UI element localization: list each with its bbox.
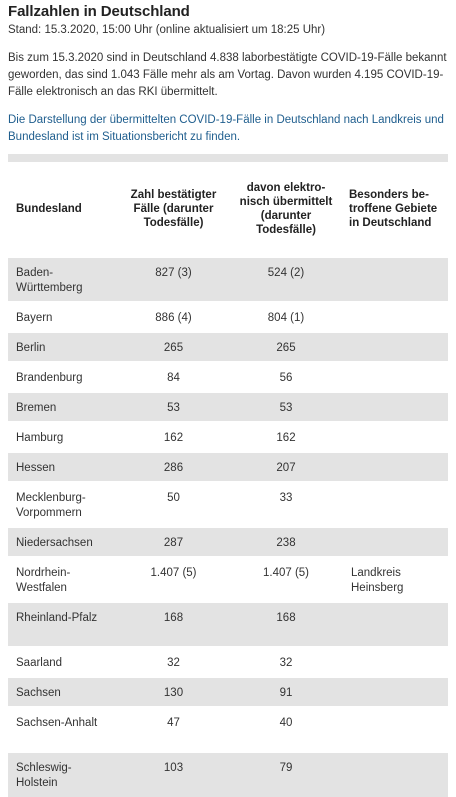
cell-zahl: 47 xyxy=(116,706,231,752)
table-row: Berlin 265 265 xyxy=(8,331,448,362)
cell-bundesland: Sachsen xyxy=(8,676,116,707)
cell-zahl: 168 xyxy=(116,601,231,647)
header-gebiete: Besonders be­troffene Gebiete in Deutsch… xyxy=(341,162,448,257)
cell-elektronisch: 162 xyxy=(231,421,341,452)
cell-zahl: 32 xyxy=(116,646,231,677)
cell-bundesland: Mecklenburg-Vorpommern xyxy=(8,481,116,527)
table-row: Sachsen 130 91 xyxy=(8,676,448,707)
table-row: Hessen 286 207 xyxy=(8,451,448,482)
fallzahlen-table: Bundesland Zahl bestätigter Fälle (darun… xyxy=(8,162,448,797)
cell-zahl: 130 xyxy=(116,676,231,707)
cell-bundesland: Saarland xyxy=(8,646,116,677)
cell-elektronisch: 168 xyxy=(231,601,341,647)
table-row: Schleswig-Holstein 103 79 xyxy=(8,751,448,797)
table-top-divider xyxy=(8,154,448,162)
cell-bundesland: Baden-Württemberg xyxy=(8,256,116,302)
cell-gebiete xyxy=(341,391,448,422)
cell-gebiete xyxy=(341,676,448,707)
table-row: Niedersachsen 287 238 xyxy=(8,526,448,557)
table-row: Hamburg 162 162 xyxy=(8,421,448,452)
cell-gebiete xyxy=(341,646,448,677)
situationsbericht-link[interactable]: Die Darstellung der übermittelten COVID-… xyxy=(8,114,444,143)
cell-zahl: 162 xyxy=(116,421,231,452)
header-elektronisch: davon elektro­nisch über­mittelt (darunt… xyxy=(231,162,341,257)
cell-elektronisch: 524 (2) xyxy=(231,256,341,302)
cell-zahl: 84 xyxy=(116,361,231,392)
cell-elektronisch: 79 xyxy=(231,751,341,797)
cell-elektronisch: 53 xyxy=(231,391,341,422)
cell-gebiete xyxy=(341,361,448,392)
cell-bundesland: Hamburg xyxy=(8,421,116,452)
cell-elektronisch: 238 xyxy=(231,526,341,557)
cell-zahl: 265 xyxy=(116,331,231,362)
cell-bundesland: Hessen xyxy=(8,451,116,482)
cell-bundesland: Bayern xyxy=(8,301,116,332)
cell-gebiete xyxy=(341,421,448,452)
cell-elektronisch: 91 xyxy=(231,676,341,707)
cell-zahl: 286 xyxy=(116,451,231,482)
cell-elektronisch: 265 xyxy=(231,331,341,362)
table-row: Bremen 53 53 xyxy=(8,391,448,422)
cell-zahl: 1.407 (5) xyxy=(116,556,231,602)
table-row: Saarland 32 32 xyxy=(8,646,448,677)
page-title: Fallzahlen in Deutschland xyxy=(8,3,190,20)
cell-zahl: 886 (4) xyxy=(116,301,231,332)
cell-elektronisch: 32 xyxy=(231,646,341,677)
cell-bundesland: Schleswig-Holstein xyxy=(8,751,116,797)
cell-gebiete xyxy=(341,451,448,482)
table-row: Sachsen-Anhalt 47 40 xyxy=(8,706,448,752)
cell-elektronisch: 1.407 (5) xyxy=(231,556,341,602)
cell-bundesland: Rheinland-Pfalz xyxy=(8,601,116,647)
cell-gebiete xyxy=(341,301,448,332)
cell-elektronisch: 207 xyxy=(231,451,341,482)
cell-zahl: 50 xyxy=(116,481,231,527)
cell-bundesland: Niedersachsen xyxy=(8,526,116,557)
cell-elektronisch: 40 xyxy=(231,706,341,752)
cell-gebiete: Landkreis Heinsberg xyxy=(341,556,448,602)
cell-bundesland: Sachsen-Anhalt xyxy=(8,706,116,752)
cell-zahl: 287 xyxy=(116,526,231,557)
cell-gebiete xyxy=(341,526,448,557)
table-row: Brandenburg 84 56 xyxy=(8,361,448,392)
cell-elektronisch: 56 xyxy=(231,361,341,392)
cell-gebiete xyxy=(341,256,448,302)
cell-gebiete xyxy=(341,751,448,797)
cell-zahl: 103 xyxy=(116,751,231,797)
table-row: Nordrhein-Westfalen 1.407 (5) 1.407 (5) Lan… xyxy=(8,556,448,602)
cell-zahl: 827 (3) xyxy=(116,256,231,302)
stand-timestamp: Stand: 15.3.2020, 15:00 Uhr (online aktu… xyxy=(8,24,326,36)
cell-bundesland: Bremen xyxy=(8,391,116,422)
table-row: Mecklenburg-Vorpommern 50 33 xyxy=(8,481,448,527)
table-body: Baden-Württemberg 827 (3) 524 (2) Bayern 886… xyxy=(8,256,448,797)
cell-bundesland: Brandenburg xyxy=(8,361,116,392)
cell-bundesland: Nordrhein-Westfalen xyxy=(8,556,116,602)
cell-gebiete xyxy=(341,706,448,752)
header-bundesland: Bundesland xyxy=(8,162,116,257)
cell-gebiete xyxy=(341,331,448,362)
table-row: Rheinland-Pfalz 168 168 xyxy=(8,601,448,647)
header-zahl: Zahl bestätigter Fälle (darunter Todesfä… xyxy=(116,162,231,257)
cell-elektronisch: 804 (1) xyxy=(231,301,341,332)
table-row: Bayern 886 (4) 804 (1) xyxy=(8,301,448,332)
cell-gebiete xyxy=(341,481,448,527)
cell-elektronisch: 33 xyxy=(231,481,341,527)
cell-zahl: 53 xyxy=(116,391,231,422)
cell-bundesland: Berlin xyxy=(8,331,116,362)
cell-gebiete xyxy=(341,601,448,647)
summary-paragraph: Bis zum 15.3.2020 sind in Deutschland 4.… xyxy=(8,52,447,98)
table-row: Baden-Württemberg 827 (3) 524 (2) xyxy=(8,256,448,302)
